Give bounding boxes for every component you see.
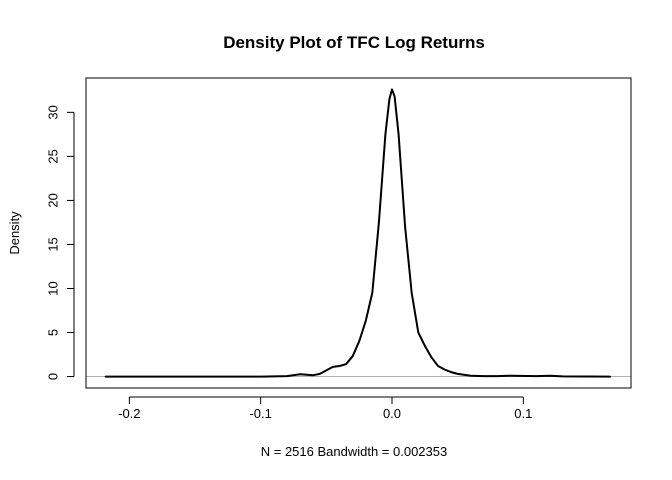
x-tick-label: 0.0 — [383, 406, 401, 421]
y-tick-label: 0 — [46, 373, 61, 380]
y-tick-label: 25 — [46, 149, 61, 163]
y-tick-label: 15 — [46, 237, 61, 251]
chart-title: Density Plot of TFC Log Returns — [223, 33, 485, 52]
y-tick-label: 30 — [46, 105, 61, 119]
density-line — [104, 88, 611, 378]
x-tick-label: -0.1 — [249, 406, 271, 421]
y-tick-label: 20 — [46, 193, 61, 207]
y-tick-label: 5 — [46, 329, 61, 336]
x-axis-label: N = 2516 Bandwidth = 0.002353 — [261, 444, 447, 459]
y-axis-label: Density — [7, 211, 22, 255]
x-tick-label: -0.2 — [118, 406, 140, 421]
x-tick-label: 0.1 — [514, 406, 532, 421]
plot-frame — [85, 77, 632, 389]
y-tick-label: 10 — [46, 281, 61, 295]
